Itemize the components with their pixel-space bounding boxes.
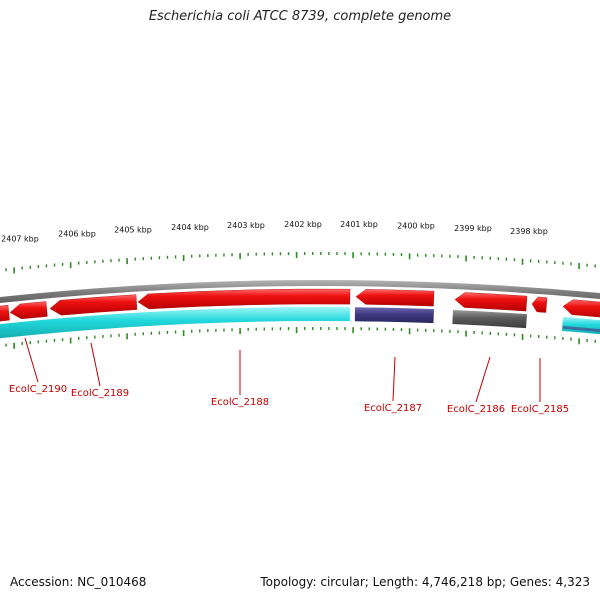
gene-label-ecolc_2190: EcolC_2190 [9, 384, 67, 395]
gene-label-leader [475, 356, 491, 403]
map-title: Escherichia coli ATCC 8739, complete gen… [148, 9, 452, 24]
backbone-band [0, 280, 600, 304]
gene-feature-arrow [531, 296, 548, 313]
scale-labels: 2407 kbp 2406 kbp 2405 kbp 2404 kbp 2403 kbp… [1, 220, 548, 244]
gene-labels: EcolC_2190 EcolC_2189 EcolC_2188 EcolC_2187… [9, 337, 569, 415]
backbone-ring [0, 280, 600, 304]
genome-summary-text: Topology: circular; Length: 4,746,218 bp… [260, 575, 590, 589]
accession-text: Accession: NC_010468 [10, 575, 147, 589]
gene-label-ecolc_2187: EcolC_2187 [364, 403, 422, 414]
cds-feature-inner-line [562, 325, 600, 333]
gene-feature-arrow [137, 288, 351, 310]
scale-label-9: 2398 kbp [510, 227, 548, 236]
gene-label-leader [392, 356, 396, 402]
cds-feature-band [0, 307, 350, 339]
scale-label-3: 2404 kbp [171, 223, 209, 232]
scale-label-6: 2401 kbp [340, 220, 378, 229]
scale-label-5: 2402 kbp [284, 220, 322, 229]
gene-label-leader [90, 342, 101, 387]
gene-feature-arrow [49, 294, 138, 316]
scale-ticks-outer [5, 252, 596, 274]
gene-label-leader [24, 337, 39, 383]
gene-feature-arrow [562, 299, 600, 318]
gene-feature-arrow [355, 289, 435, 307]
gene-feature-arrow [0, 304, 10, 322]
gene-label-ecolc_2186: EcolC_2186 [447, 404, 505, 415]
gene-label-ecolc_2188: EcolC_2188 [211, 397, 269, 408]
scale-label-2: 2405 kbp [114, 226, 152, 235]
scale-ticks-inner [5, 327, 596, 349]
gene-label-ecolc_2189: EcolC_2189 [71, 388, 129, 399]
scale-label-1: 2406 kbp [58, 230, 96, 239]
scale-label-8: 2399 kbp [454, 224, 492, 233]
gene-label-ecolc_2185: EcolC_2185 [511, 404, 569, 415]
other-feature-band [452, 309, 527, 329]
scale-label-4: 2403 kbp [227, 221, 265, 230]
scale-label-7: 2400 kbp [397, 221, 435, 230]
rna-feature-band [354, 307, 434, 324]
feature-track [0, 288, 600, 339]
gene-feature-arrow [9, 301, 48, 320]
gene-feature-arrow [454, 292, 528, 312]
scale-label-0: 2407 kbp [1, 235, 39, 244]
